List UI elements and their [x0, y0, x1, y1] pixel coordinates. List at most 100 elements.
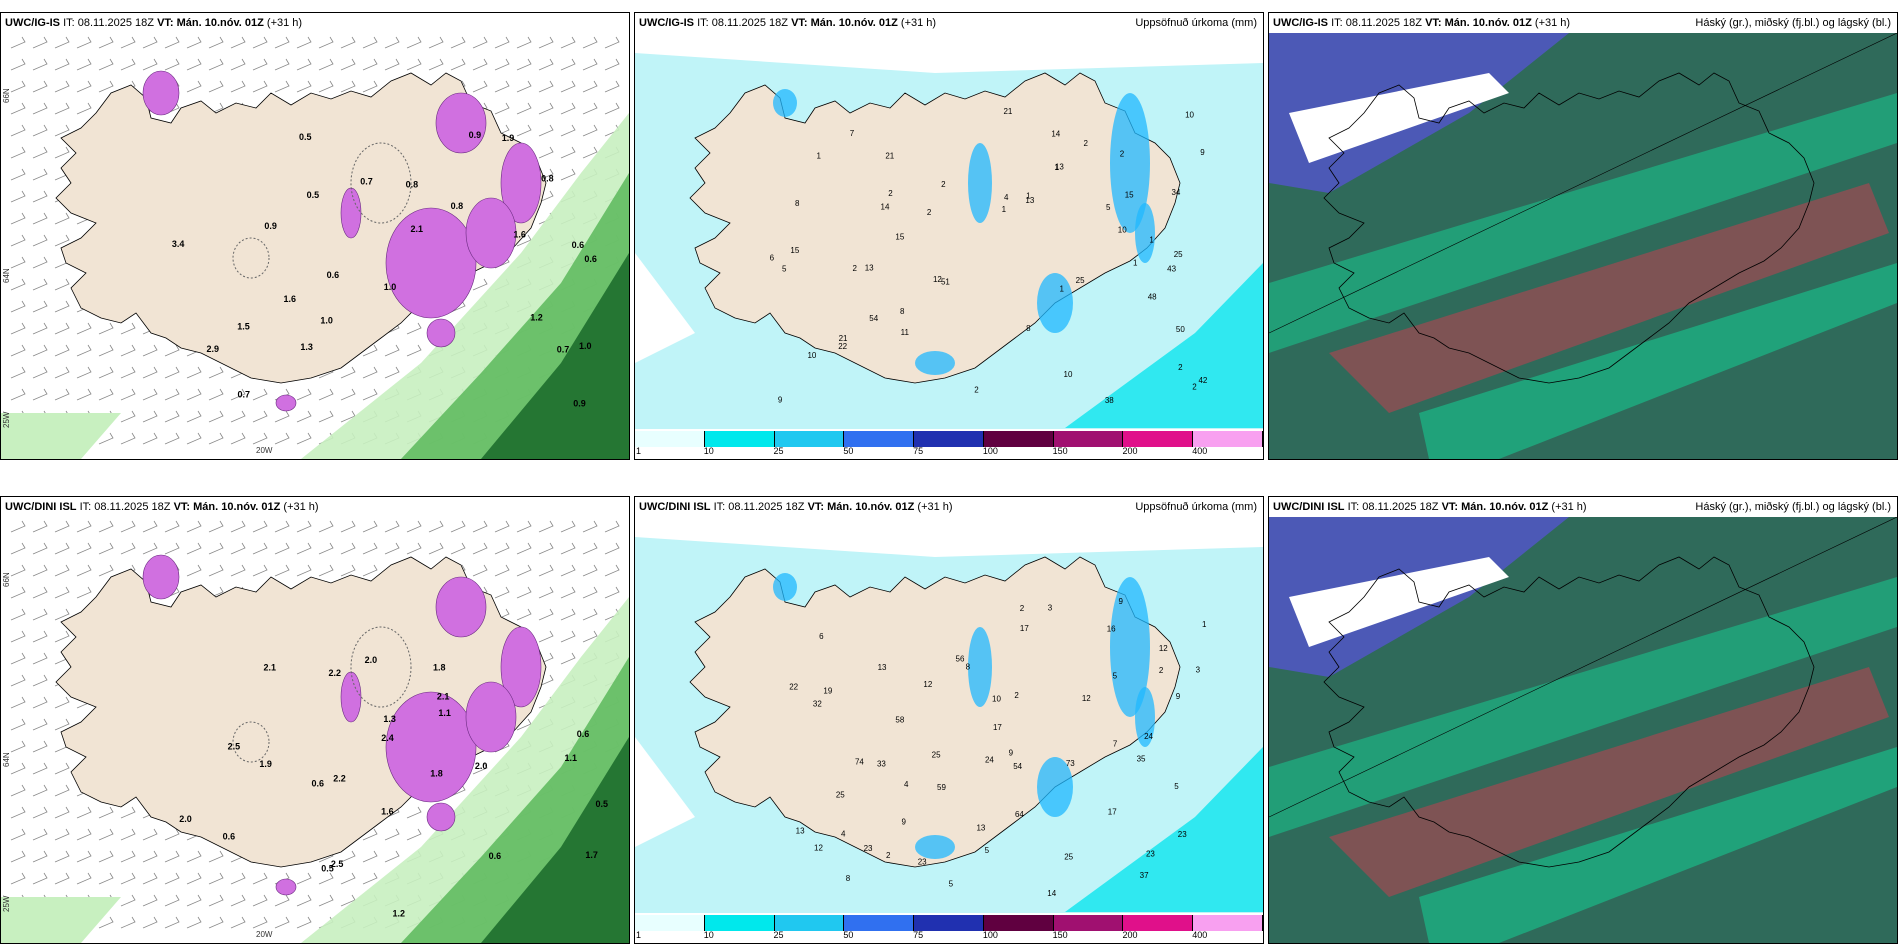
vt-label: VT:: [157, 17, 174, 29]
lead-time: (+31 h): [917, 501, 953, 513]
wind-barb: [340, 564, 356, 577]
wind-barb: [208, 36, 224, 49]
wind-barb: [32, 608, 48, 621]
wind-barb: [142, 542, 158, 555]
wind-value-label: 1.9: [502, 133, 515, 143]
wind-barb: [538, 102, 554, 115]
wind-barb: [406, 36, 422, 49]
glacier-outline: [232, 237, 270, 279]
precip-value-label: 22: [838, 342, 847, 351]
colorbar-segment: [704, 915, 775, 931]
wind-barb: [186, 542, 202, 555]
cloud-low-band: [1329, 183, 1889, 413]
wind-barb: [362, 564, 378, 577]
it-value: 08.11.2025 18Z: [1362, 501, 1439, 513]
precip-value-label: 14: [881, 203, 890, 212]
wind-barb: [560, 630, 576, 643]
wind-value-label: 1.0: [320, 315, 333, 325]
wind-barb: [142, 894, 158, 907]
wind-barb: [362, 520, 378, 533]
model-label: UWC/DINI ISL: [1273, 501, 1345, 513]
precip-cell: [1135, 203, 1155, 263]
wind-barb: [164, 916, 180, 929]
wind-barb: [406, 322, 422, 335]
wind-value-label: 1.0: [384, 282, 397, 292]
wind-barb: [604, 36, 620, 49]
grid-line: [1269, 517, 1897, 818]
wind-barb: [10, 278, 26, 291]
wind-barb: [76, 366, 92, 379]
wind-barb: [450, 542, 466, 555]
precip-value-label: 13: [976, 824, 985, 833]
wind-value-label: 2.1: [410, 224, 423, 234]
wind-barb: [54, 762, 70, 775]
wind-barb: [10, 366, 26, 379]
snow-area: [426, 802, 456, 832]
wind-barb: [98, 872, 114, 885]
wind-barb: [516, 124, 532, 137]
wind-barb: [274, 410, 290, 423]
panel-header: UWC/IG-IS IT: 08.11.2025 18Z VT: Mán. 10…: [1269, 13, 1897, 33]
wind-barb: [494, 542, 510, 555]
precip-value-label: 12: [923, 680, 932, 689]
map-panel-wind: UWC/IG-IS IT: 08.11.2025 18Z VT: Mán. 10…: [0, 12, 630, 460]
colorbar-label: 50: [843, 446, 854, 456]
wind-barb: [582, 630, 598, 643]
wind-barb: [98, 828, 114, 841]
dry-area: [635, 253, 695, 363]
wind-value-label: 1.7: [585, 850, 598, 860]
wind-barb: [164, 542, 180, 555]
wind-barb: [32, 696, 48, 709]
colorbar-segment: [1193, 431, 1263, 447]
wind-barb: [428, 520, 444, 533]
wind-barb: [54, 80, 70, 93]
wind-barb: [54, 322, 70, 335]
wind-value-label: 2.0: [179, 814, 192, 824]
wind-barb: [98, 806, 114, 819]
panel-header: UWC/DINI ISL IT: 08.11.2025 18Z VT: Mán.…: [1, 497, 629, 517]
wind-barb: [296, 916, 312, 929]
wind-barb: [406, 806, 422, 819]
precip-value-label: 12: [933, 275, 942, 284]
wind-value-label: 0.8: [541, 174, 554, 184]
precip-map: 2212341013378591261214513947585973587464…: [635, 517, 1263, 943]
wind-barb: [164, 850, 180, 863]
wind-barb: [296, 388, 312, 401]
precip-value-label: 23: [918, 857, 927, 866]
precip-value-label: 17: [1108, 808, 1117, 817]
precip-heavy-area: [1065, 747, 1263, 912]
wind-barb: [274, 542, 290, 555]
wind-barb: [98, 850, 114, 863]
snow-area: [142, 554, 180, 600]
wind-barb: [274, 432, 290, 445]
wind-barb: [10, 542, 26, 555]
precip-cell: [1110, 577, 1150, 717]
colorbar-segment: [983, 431, 1054, 447]
vt-value: Mán. 10.nóv. 01Z: [1461, 501, 1549, 513]
precip-cell: [1135, 687, 1155, 747]
precip-value-label: 73: [1066, 759, 1075, 768]
wind-barb: [98, 520, 114, 533]
precip-value-label: 2: [927, 208, 932, 217]
precip-value-label: 24: [985, 756, 994, 765]
wind-barb: [142, 432, 158, 445]
precip-value-label: 5: [782, 264, 787, 273]
wind-barb: [274, 520, 290, 533]
precip-value-label: 25: [932, 750, 941, 759]
wind-barb: [472, 520, 488, 533]
wind-barb: [560, 520, 576, 533]
vt-value: Mán. 10.nóv. 01Z: [1444, 17, 1532, 29]
precip-value-label: 19: [823, 686, 832, 695]
vt-value: Mán. 10.nóv. 01Z: [193, 501, 281, 513]
map-panel-cloud: UWC/IG-IS IT: 08.11.2025 18Z VT: Mán. 10…: [1268, 12, 1898, 460]
precip-value-label: 5: [985, 846, 990, 855]
it-label: IT:: [63, 17, 75, 29]
precip-colorbar: 1 10 25 50 75 100 150 200 400: [635, 429, 1263, 459]
precip-value-label: 1: [1202, 620, 1207, 629]
precip-value-label: 1: [1060, 284, 1065, 293]
wind-barb: [32, 784, 48, 797]
wind-barb: [10, 146, 26, 159]
wind-barb: [32, 322, 48, 335]
precip-value-label: 42: [1198, 376, 1207, 385]
wind-barb: [208, 388, 224, 401]
